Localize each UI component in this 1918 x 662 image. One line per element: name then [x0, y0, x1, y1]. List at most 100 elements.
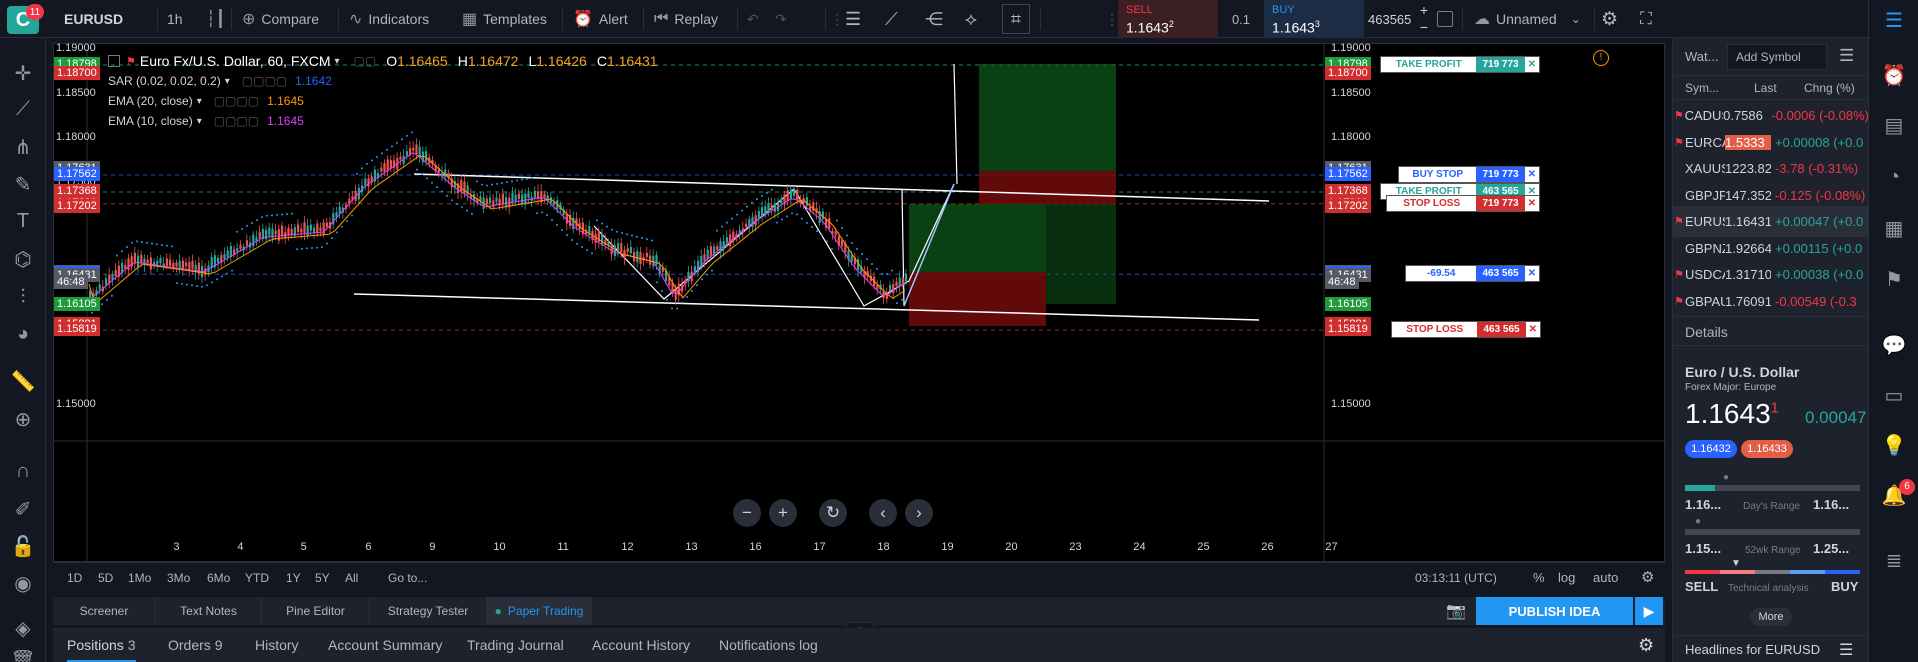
percent-toggle[interactable]: %: [1533, 570, 1545, 585]
fullscreen-checkbox[interactable]: [1437, 11, 1453, 27]
tab-positions[interactable]: Positions 3: [67, 628, 136, 662]
crosshair-tool[interactable]: ✛: [0, 58, 46, 88]
range-1d[interactable]: 1D: [67, 571, 83, 585]
alerts-toggle[interactable]: ⏰: [1869, 60, 1918, 90]
sar-buttons[interactable]: ▢▢▢▢: [241, 74, 288, 88]
quantity-minus-button[interactable]: −: [1417, 19, 1431, 36]
private-chats-toggle[interactable]: ▭: [1869, 380, 1918, 410]
close-icon[interactable]: ✕: [1524, 166, 1539, 182]
scroll-left-button[interactable]: ‹: [869, 499, 897, 527]
legend-title[interactable]: Euro Fx/U.S. Dollar, 60, FXCM: [139, 53, 331, 69]
magnet-tool[interactable]: ∩: [0, 456, 46, 486]
tab-pine-editor[interactable]: Pine Editor: [262, 597, 370, 625]
lock-drawing-tool[interactable]: ✐: [0, 494, 46, 524]
add-symbol-input[interactable]: Add Symbol: [1727, 44, 1827, 70]
drag-handle[interactable]: ⋮: [830, 0, 844, 38]
measure-tool[interactable]: 📏: [0, 366, 46, 396]
axis-settings-button[interactable]: ⚙: [1641, 563, 1654, 593]
alert-button[interactable]: ⏰ Alert: [573, 0, 628, 38]
ideas-toggle[interactable]: ⚑: [1869, 264, 1918, 294]
order-label[interactable]: BUY STOP 719 773 ✕: [1398, 165, 1540, 183]
dom-toggle[interactable]: ≣: [1869, 545, 1918, 575]
order-label[interactable]: TAKE PROFIT 719 773 ✕: [1380, 55, 1540, 73]
play-icon[interactable]: ▶: [1635, 597, 1663, 625]
tool-pitchfork[interactable]: ⋲: [925, 0, 943, 38]
watchlist-toggle[interactable]: ☰: [1869, 5, 1918, 35]
collapse-icon[interactable]: [108, 55, 120, 67]
ema10-name[interactable]: EMA (10, close): [108, 114, 193, 128]
publish-idea-button[interactable]: PUBLISH IDEA: [1476, 597, 1633, 625]
layout-button[interactable]: ☁ Unnamed ⌄: [1474, 0, 1581, 38]
fullscreen-button[interactable]: ⛶: [1640, 0, 1652, 38]
ema20-name[interactable]: EMA (20, close): [108, 94, 193, 108]
trendline-tool[interactable]: ⟋: [0, 94, 46, 124]
watchlist-title[interactable]: Wat...: [1685, 49, 1719, 64]
account-settings-button[interactable]: ⚙: [1638, 628, 1654, 662]
chart-style-button[interactable]: ┆┃: [206, 0, 231, 38]
order-label[interactable]: STOP LOSS 463 565 ✕: [1391, 321, 1541, 339]
icons-tool[interactable]: ◕: [0, 319, 46, 349]
chevron-down-icon[interactable]: ▾: [224, 75, 230, 87]
tab-strategy-tester[interactable]: Strategy Tester: [370, 597, 487, 625]
tab-orders[interactable]: Orders 9: [168, 628, 222, 662]
watchlist-row[interactable]: ⚑EURUS1.16431 +0.00047 (+0.0: [1673, 206, 1869, 237]
range-all[interactable]: All: [345, 571, 359, 585]
legend-buttons[interactable]: ▢▢: [353, 54, 377, 68]
sar-name[interactable]: SAR (0.02, 0.02, 0.2): [108, 74, 221, 88]
delete-tool[interactable]: 🗑: [0, 645, 46, 662]
details-header[interactable]: Details: [1673, 316, 1869, 346]
symbol-search[interactable]: EURUSD: [64, 11, 124, 27]
ema20-buttons[interactable]: ▢▢▢▢: [213, 94, 260, 108]
more-button[interactable]: More: [1750, 608, 1792, 626]
camera-icon[interactable]: 📷: [1446, 603, 1466, 620]
warning-icon[interactable]: !: [1593, 50, 1609, 66]
tool-fib[interactable]: ⌗: [1002, 4, 1030, 34]
indicators-button[interactable]: ∿ Indicators: [349, 0, 429, 38]
tab-text-notes[interactable]: Text Notes: [156, 597, 262, 625]
utc-clock[interactable]: 03:13:11 (UTC): [1415, 571, 1497, 585]
chats-toggle[interactable]: 💬: [1869, 330, 1918, 360]
chart-canvas[interactable]: [54, 44, 1666, 563]
tool-trendline[interactable]: ⟋: [885, 0, 898, 38]
data-window-toggle[interactable]: ▤: [1869, 110, 1918, 140]
tool-horizontal-lines[interactable]: ☰: [845, 0, 861, 38]
text-tool[interactable]: T: [0, 206, 46, 236]
tab-notifications-log[interactable]: Notifications log: [719, 637, 818, 653]
range-ytd[interactable]: YTD: [245, 571, 269, 585]
prediction-tool[interactable]: ⫶: [0, 282, 46, 312]
replay-button[interactable]: ⏮ Replay: [654, 0, 718, 38]
range-6mo[interactable]: 6Mo: [207, 571, 231, 585]
close-icon[interactable]: ✕: [1524, 266, 1539, 282]
quantity-input[interactable]: 463565: [1368, 11, 1412, 27]
close-icon[interactable]: ✕: [1525, 322, 1540, 338]
close-icon[interactable]: ✕: [1524, 195, 1539, 211]
pattern-tool[interactable]: ⌬: [0, 244, 46, 274]
zoom-in-button[interactable]: +: [769, 499, 797, 527]
watchlist-row[interactable]: GBPNZ1.92664+0.00115 (+0.0: [1673, 233, 1869, 264]
ema10-buttons[interactable]: ▢▢▢▢: [213, 114, 260, 128]
tab-account-history[interactable]: Account History: [592, 637, 691, 653]
tab-history[interactable]: History: [255, 637, 299, 653]
zoom-out-button[interactable]: −: [733, 499, 761, 527]
visibility-tool[interactable]: ◉: [0, 568, 46, 598]
quantity-plus-button[interactable]: +: [1417, 2, 1431, 19]
settings-button[interactable]: ⚙: [1601, 0, 1618, 38]
undo-button[interactable]: ↶: [747, 0, 759, 38]
headlines-header[interactable]: Headlines for EURUSD ☰: [1673, 635, 1869, 662]
templates-button[interactable]: ▦ Templates: [462, 0, 547, 38]
watchlist-row[interactable]: XAUUS1223.82 -3.78 (-0.31%): [1673, 153, 1869, 184]
goto-button[interactable]: Go to...: [388, 571, 428, 585]
idea-stream-toggle[interactable]: 💡: [1869, 430, 1918, 460]
chart-area[interactable]: [53, 43, 1666, 563]
log-toggle[interactable]: log: [1558, 570, 1576, 585]
order-label[interactable]: STOP LOSS 719 773 ✕: [1386, 194, 1540, 212]
tab-screener[interactable]: Screener: [53, 597, 156, 625]
buy-button[interactable]: BUY 1.16433: [1264, 0, 1364, 38]
col-change[interactable]: Chng (%): [1804, 81, 1855, 95]
tab-trading-journal[interactable]: Trading Journal: [467, 637, 564, 653]
chevron-down-icon[interactable]: ▾: [196, 115, 202, 127]
watchlist-row[interactable]: GBPJP 147.352 -0.125 (-0.08%): [1673, 180, 1869, 211]
pitchfork-tool[interactable]: ⋔: [0, 132, 46, 162]
tool-path[interactable]: ⟡: [965, 0, 977, 38]
brush-tool[interactable]: ✎: [0, 169, 46, 199]
